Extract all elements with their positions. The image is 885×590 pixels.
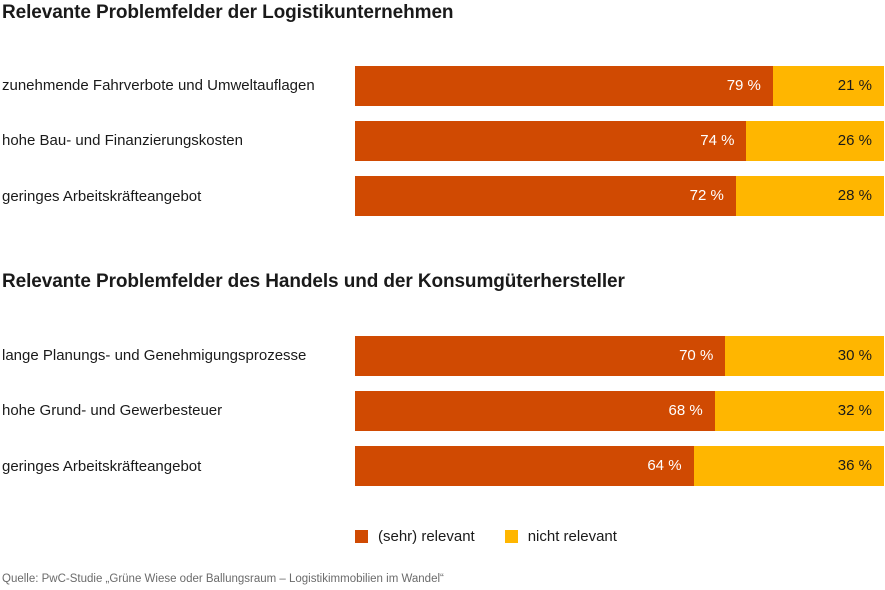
legend-swatch-relevant: [355, 530, 368, 543]
data-label-not-relevant: 30 %: [837, 347, 872, 364]
chart-2-row-label-3: geringes Arbeitskräfteangebot: [2, 458, 202, 475]
chart-2-bar-3: 64 % 36 %: [355, 446, 884, 486]
bar-segment-relevant: 79 %: [355, 66, 773, 106]
legend-label-relevant: (sehr) relevant: [378, 528, 475, 545]
data-label-not-relevant: 36 %: [837, 457, 872, 474]
bar-segment-not-relevant: 36 %: [693, 446, 884, 486]
bar-segment-relevant: 72 %: [355, 176, 736, 216]
legend-label-not-relevant: nicht relevant: [527, 528, 617, 545]
bar-segment-not-relevant: 30 %: [725, 336, 884, 376]
data-label-relevant: 68 %: [668, 402, 703, 419]
bar-segment-not-relevant: 26 %: [746, 121, 884, 161]
data-label-relevant: 74 %: [700, 132, 735, 149]
chart-1-bar-1: 79 % 21 %: [355, 66, 884, 106]
data-label-relevant: 70 %: [679, 347, 714, 364]
bar-segment-relevant: 74 %: [355, 121, 747, 161]
bar-segment-not-relevant: 28 %: [735, 176, 884, 216]
chart-2-bar-2: 68 % 32 %: [355, 391, 884, 431]
legend: (sehr) relevant nicht relevant: [355, 528, 647, 545]
chart-1-row-label-2: hohe Bau- und Finanzierungskosten: [2, 132, 243, 149]
bar-segment-relevant: 70 %: [355, 336, 726, 376]
chart-1-title: Relevante Problemfelder der Logistikunte…: [2, 2, 454, 23]
chart-1-row-label-1: zunehmende Fahrverbote und Umweltauflage…: [2, 77, 315, 94]
data-label-not-relevant: 26 %: [837, 132, 872, 149]
bar-segment-relevant: 68 %: [355, 391, 715, 431]
source-note: Quelle: PwC-Studie „Grüne Wiese oder Bal…: [2, 573, 444, 585]
data-label-relevant: 79 %: [726, 77, 761, 94]
legend-swatch-not-relevant: [504, 530, 518, 543]
chart-2-row-label-2: hohe Grund- und Gewerbesteuer: [2, 402, 223, 419]
legend-item-not-relevant: nicht relevant: [504, 528, 617, 545]
data-label-not-relevant: 32 %: [837, 402, 872, 419]
data-label-relevant: 72 %: [689, 187, 724, 204]
bar-segment-relevant: 64 %: [355, 446, 694, 486]
chart-2-bar-1: 70 % 30 %: [355, 336, 884, 376]
data-label-not-relevant: 21 %: [837, 77, 872, 94]
bar-segment-not-relevant: 32 %: [714, 391, 884, 431]
bar-segment-not-relevant: 21 %: [772, 66, 884, 106]
chart-1-bar-3: 72 % 28 %: [355, 176, 884, 216]
chart-1-row-label-3: geringes Arbeitskräfteangebot: [2, 188, 202, 205]
legend-item-relevant: (sehr) relevant: [355, 528, 475, 545]
data-label-relevant: 64 %: [647, 457, 682, 474]
chart-2-title: Relevante Problemfelder des Handels und …: [2, 271, 625, 292]
data-label-not-relevant: 28 %: [837, 187, 872, 204]
chart-2-row-label-1: lange Planungs- und Genehmigungsprozesse: [2, 347, 307, 364]
chart-1-bar-2: 74 % 26 %: [355, 121, 884, 161]
